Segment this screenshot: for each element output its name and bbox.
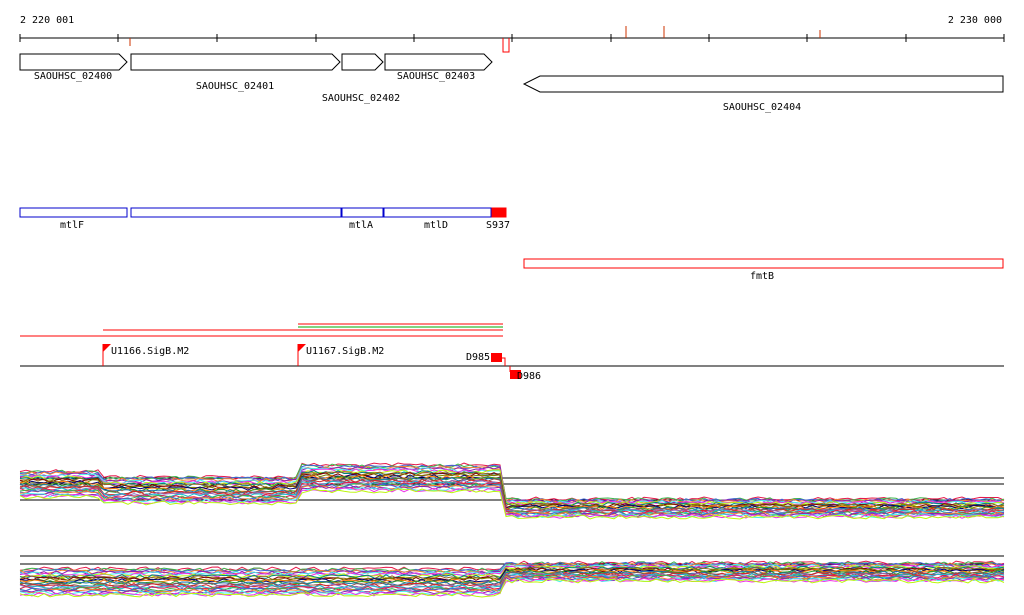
antisense-fmtb[interactable]: fmtB <box>523 258 1004 282</box>
expression-profile-line <box>19 485 1005 518</box>
expression-profile-line <box>19 479 1005 514</box>
srna-box[interactable] <box>491 207 507 218</box>
expression-profile-line <box>19 488 1005 520</box>
terminator-marker[interactable] <box>510 370 521 379</box>
ruler-end-label: 2 230 000 <box>948 15 1002 26</box>
gene-label: SAOUHSC_02402 <box>322 93 400 104</box>
gene-arrow-reverse[interactable] <box>522 75 1004 93</box>
ruler-ticks <box>19 26 1005 53</box>
operon-mtld[interactable]: mtlD <box>383 207 492 231</box>
gene-saouhsc-02400[interactable]: SAOUHSC_02400 <box>19 53 128 82</box>
gene-saouhsc-02401[interactable]: SAOUHSC_02401 <box>130 53 341 92</box>
promoter-flag-icon[interactable] <box>298 344 306 352</box>
gene-label: SAOUHSC_02400 <box>34 71 112 82</box>
ruler-track: 2 220 001 2 230 000 <box>19 15 1005 53</box>
operon-box[interactable] <box>383 207 492 218</box>
gene-saouhsc-02404[interactable]: SAOUHSC_02404 <box>522 75 1004 113</box>
promoter-label: U1167.SigB.M2 <box>306 346 384 357</box>
terminator-d986[interactable]: D986 <box>509 366 541 382</box>
srna-s937[interactable]: S937 <box>486 207 510 231</box>
expression-profile-line <box>19 572 1005 589</box>
gene-saouhsc-02402[interactable]: SAOUHSC_02402 <box>322 53 400 104</box>
terminator-label: D985 <box>466 352 490 363</box>
expression-profile-line <box>19 561 1005 574</box>
regulatory-track: U1166.SigB.M2 U1167.SigB.M2 D985 D986 <box>20 323 1004 382</box>
operon-label: mtlA <box>349 220 373 231</box>
promoter-label: U1166.SigB.M2 <box>111 346 189 357</box>
terminator-label: D986 <box>517 371 541 382</box>
expression-profile-line <box>19 487 1005 519</box>
promoter-u1167[interactable]: U1167.SigB.M2 <box>297 344 384 366</box>
operon-box[interactable] <box>19 207 128 218</box>
promoter-flag-icon[interactable] <box>103 344 111 352</box>
expression-profile-line <box>19 569 1005 585</box>
ruler-start-label: 2 220 001 <box>20 15 74 26</box>
gene-arrow-forward[interactable] <box>130 53 341 71</box>
antisense-label: fmtB <box>750 271 774 282</box>
operon-mtlf[interactable]: mtlF <box>19 207 128 231</box>
gene-track: SAOUHSC_02400 SAOUHSC_02401 SAOUHSC_0240… <box>19 53 1004 113</box>
operon-box[interactable] <box>341 207 384 218</box>
gene-label: SAOUHSC_02403 <box>397 71 475 82</box>
antisense-box[interactable] <box>523 258 1004 269</box>
operon-track: mtlF mtlA mtlD S937 <box>19 207 510 231</box>
promoter-u1166[interactable]: U1166.SigB.M2 <box>102 344 189 366</box>
operon-box[interactable] <box>130 207 342 218</box>
ruler-feature-mark <box>502 38 510 53</box>
operon-label: mtlD <box>424 220 448 231</box>
expression-profile-line <box>19 577 1005 596</box>
gene-label: SAOUHSC_02401 <box>196 81 274 92</box>
expression-profile-line <box>19 471 1005 508</box>
terminator-marker[interactable] <box>491 353 502 362</box>
gene-saouhsc-02403[interactable]: SAOUHSC_02403 <box>384 53 493 82</box>
expression-profile-line <box>19 575 1005 594</box>
terminator-d985[interactable]: D985 <box>466 352 506 366</box>
gene-arrow-forward[interactable] <box>384 53 493 71</box>
operon-mtla[interactable]: mtlA <box>341 207 384 231</box>
terminator-connector <box>502 357 506 366</box>
gene-label: SAOUHSC_02404 <box>723 102 801 113</box>
gene-arrow-forward[interactable] <box>341 53 384 71</box>
gene-arrow-forward[interactable] <box>19 53 128 71</box>
expression-profile-line <box>19 577 1005 597</box>
expression-profile-line <box>19 573 1005 590</box>
expression-profile-line <box>19 578 1005 598</box>
expression-track-forward[interactable] <box>19 462 1005 520</box>
operon-unlabeled[interactable] <box>130 207 342 218</box>
expression-track-reverse[interactable] <box>19 555 1005 598</box>
srna-label: S937 <box>486 220 510 231</box>
operon-label: mtlF <box>60 220 84 231</box>
